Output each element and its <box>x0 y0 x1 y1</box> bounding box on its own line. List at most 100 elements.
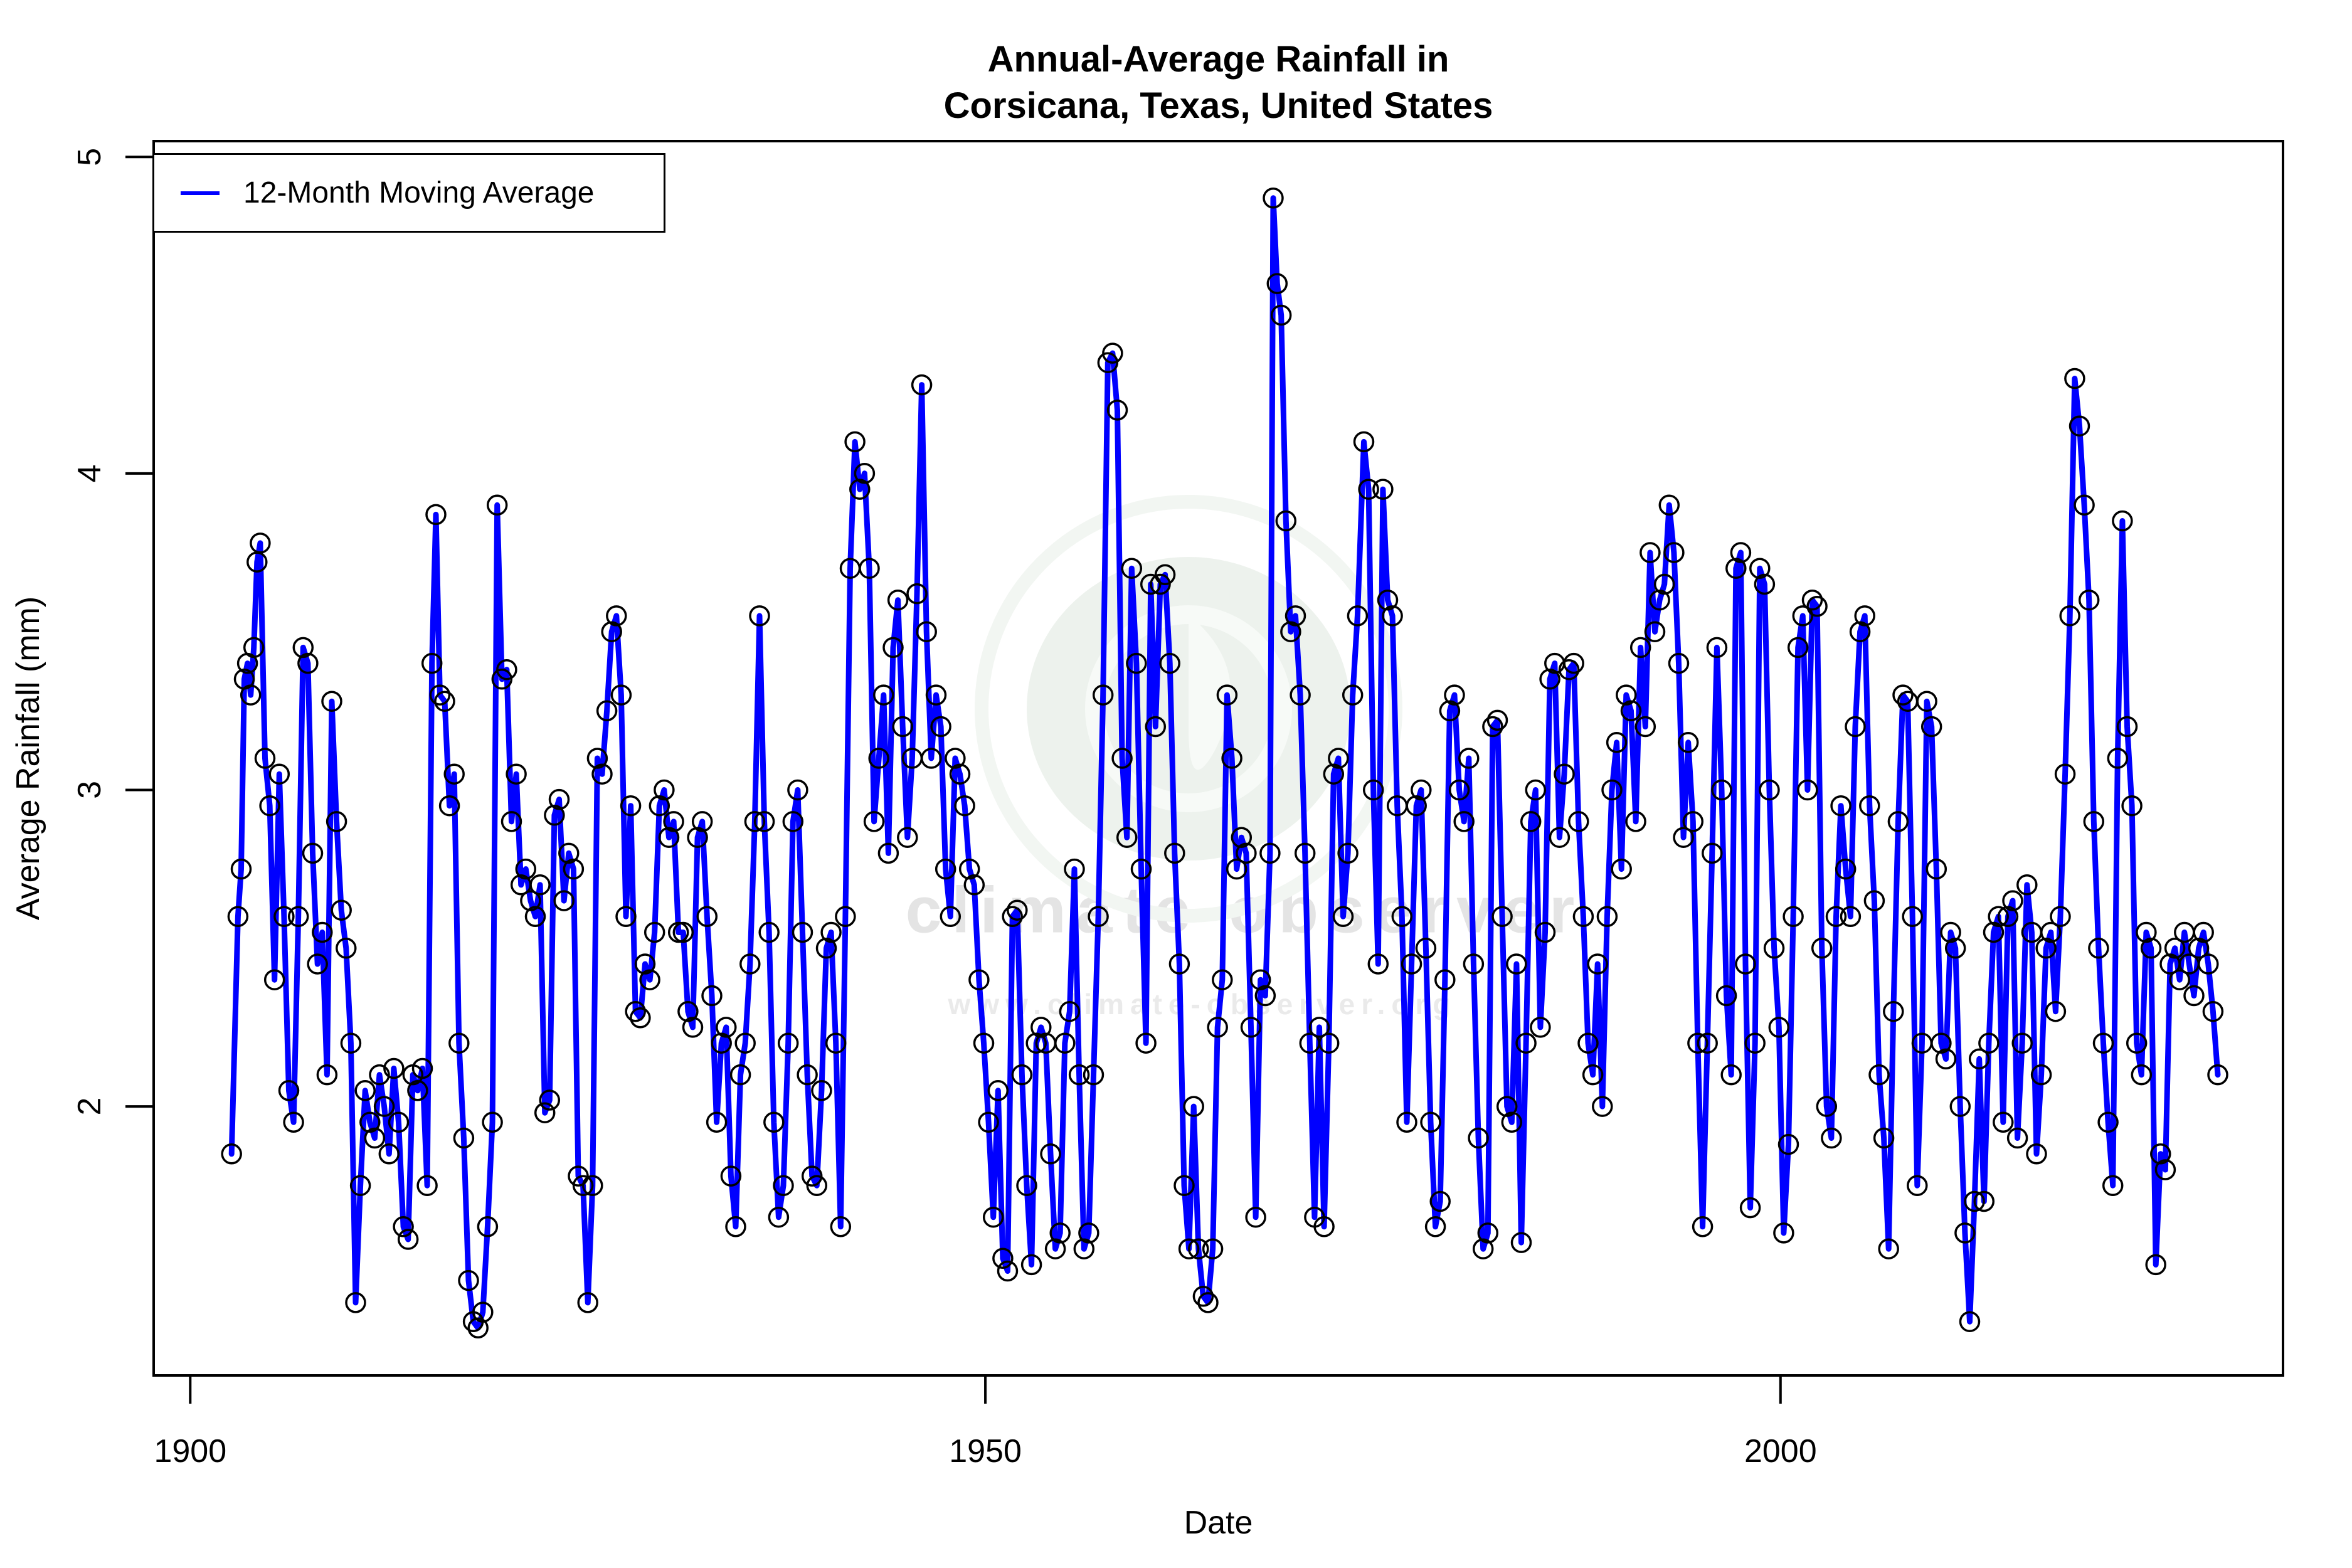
data-point-marker <box>1926 858 1947 880</box>
data-point-marker <box>1997 906 2019 928</box>
data-point-marker <box>263 969 285 990</box>
data-point-marker <box>1411 779 1432 801</box>
data-point-marker <box>1558 659 1580 681</box>
data-point-marker <box>312 921 333 943</box>
data-point-marker <box>1130 858 1152 880</box>
data-point-marker <box>792 921 813 943</box>
data-point-marker <box>1944 938 1966 959</box>
data-point-marker <box>227 906 249 928</box>
data-point-marker <box>2097 1111 2119 1133</box>
data-point-marker <box>744 811 766 832</box>
data-point-marker <box>2126 1032 2148 1054</box>
data-point-marker <box>1396 1111 1417 1133</box>
data-point-marker <box>1358 479 1379 500</box>
data-point-marker <box>1797 779 1818 801</box>
data-point-marker <box>1787 637 1809 659</box>
data-point-marker <box>763 1111 785 1133</box>
data-point-marker <box>1040 1143 1061 1165</box>
data-point-marker <box>801 1165 823 1187</box>
data-point-marker <box>1102 342 1123 364</box>
data-point-marker <box>1007 899 1028 921</box>
data-point-marker <box>1290 684 1311 706</box>
data-point-marker <box>815 938 837 959</box>
data-point-marker <box>1121 558 1143 579</box>
data-point-marker <box>1116 827 1138 848</box>
data-point-marker <box>1188 1238 1209 1259</box>
data-point-marker <box>307 953 328 975</box>
data-point-marker <box>1150 573 1171 595</box>
data-point-marker <box>667 921 689 943</box>
data-point-marker <box>292 637 314 659</box>
data-point-marker <box>1792 605 1814 627</box>
data-point-marker <box>2083 811 2105 832</box>
data-point-marker <box>397 1229 419 1250</box>
data-point-marker <box>1353 431 1375 453</box>
data-point-marker <box>2059 605 2080 627</box>
data-point-marker <box>859 558 880 579</box>
data-point-marker <box>1236 842 1257 864</box>
data-point-marker <box>1520 811 1542 832</box>
data-point-marker <box>716 1017 737 1038</box>
data-point-marker <box>1682 811 1704 832</box>
data-point-marker <box>534 1102 556 1123</box>
data-point-marker <box>1226 858 1248 880</box>
data-point-marker <box>2092 1032 2114 1054</box>
data-point-marker <box>1763 938 1785 959</box>
data-point-marker <box>268 763 290 785</box>
data-point-marker <box>639 969 660 990</box>
data-point-marker <box>620 795 642 817</box>
data-point-marker <box>1611 858 1632 880</box>
data-point-marker <box>1025 1032 1047 1054</box>
data-point-marker <box>958 858 980 880</box>
data-point-marker <box>1706 637 1728 659</box>
data-point-marker <box>1285 605 1306 627</box>
data-point-marker <box>811 1080 832 1101</box>
y-axis-label: Average Rainfall (mm) <box>10 596 46 921</box>
data-point-marker <box>1367 953 1389 975</box>
data-point-marker <box>1391 906 1413 928</box>
data-point-marker <box>1863 890 1885 911</box>
data-point-marker <box>1873 1127 1895 1149</box>
data-point-marker <box>316 1064 338 1086</box>
data-point-marker <box>1482 716 1503 738</box>
data-point-marker <box>649 795 670 817</box>
data-point-marker <box>1887 811 1909 832</box>
data-point-marker <box>2169 969 2190 990</box>
data-point-marker <box>1444 684 1465 706</box>
x-tick-label: 1950 <box>949 1433 1022 1470</box>
data-point-marker <box>1294 842 1316 864</box>
data-point-marker <box>615 906 637 928</box>
data-point-marker <box>1830 795 1851 817</box>
data-point-marker <box>2107 748 2129 769</box>
data-point-marker <box>1254 985 1276 1007</box>
data-point-marker <box>2116 716 2138 738</box>
data-point-marker <box>1673 827 1694 848</box>
data-point-marker <box>1949 1096 1971 1117</box>
data-point-marker <box>529 874 551 896</box>
data-point-marker <box>1653 573 1675 595</box>
data-point-marker <box>1744 1032 1766 1054</box>
data-point-marker <box>448 1032 470 1054</box>
data-point-marker <box>954 795 975 817</box>
data-point-marker <box>1735 953 1756 975</box>
data-point-marker <box>501 811 522 832</box>
data-point-marker <box>1044 1238 1066 1259</box>
data-point-marker <box>1002 906 1023 928</box>
data-point-marker <box>429 684 451 706</box>
data-point-marker <box>2054 763 2076 785</box>
data-point-marker <box>945 748 966 769</box>
data-point-marker <box>2045 1000 2067 1022</box>
data-point-marker <box>725 1216 746 1237</box>
data-point-marker <box>1825 906 1847 928</box>
data-point-marker <box>1266 273 1288 294</box>
data-point-marker <box>1577 1032 1599 1054</box>
data-point-marker <box>1907 1175 1928 1196</box>
data-point-marker <box>1135 1032 1157 1054</box>
data-point-marker <box>634 953 656 975</box>
data-point-marker <box>630 1007 651 1029</box>
data-point-marker <box>326 811 347 832</box>
data-point-marker <box>711 1032 732 1054</box>
data-point-marker <box>1634 716 1656 738</box>
data-point-marker <box>1088 906 1109 928</box>
data-point-marker <box>1677 732 1699 753</box>
